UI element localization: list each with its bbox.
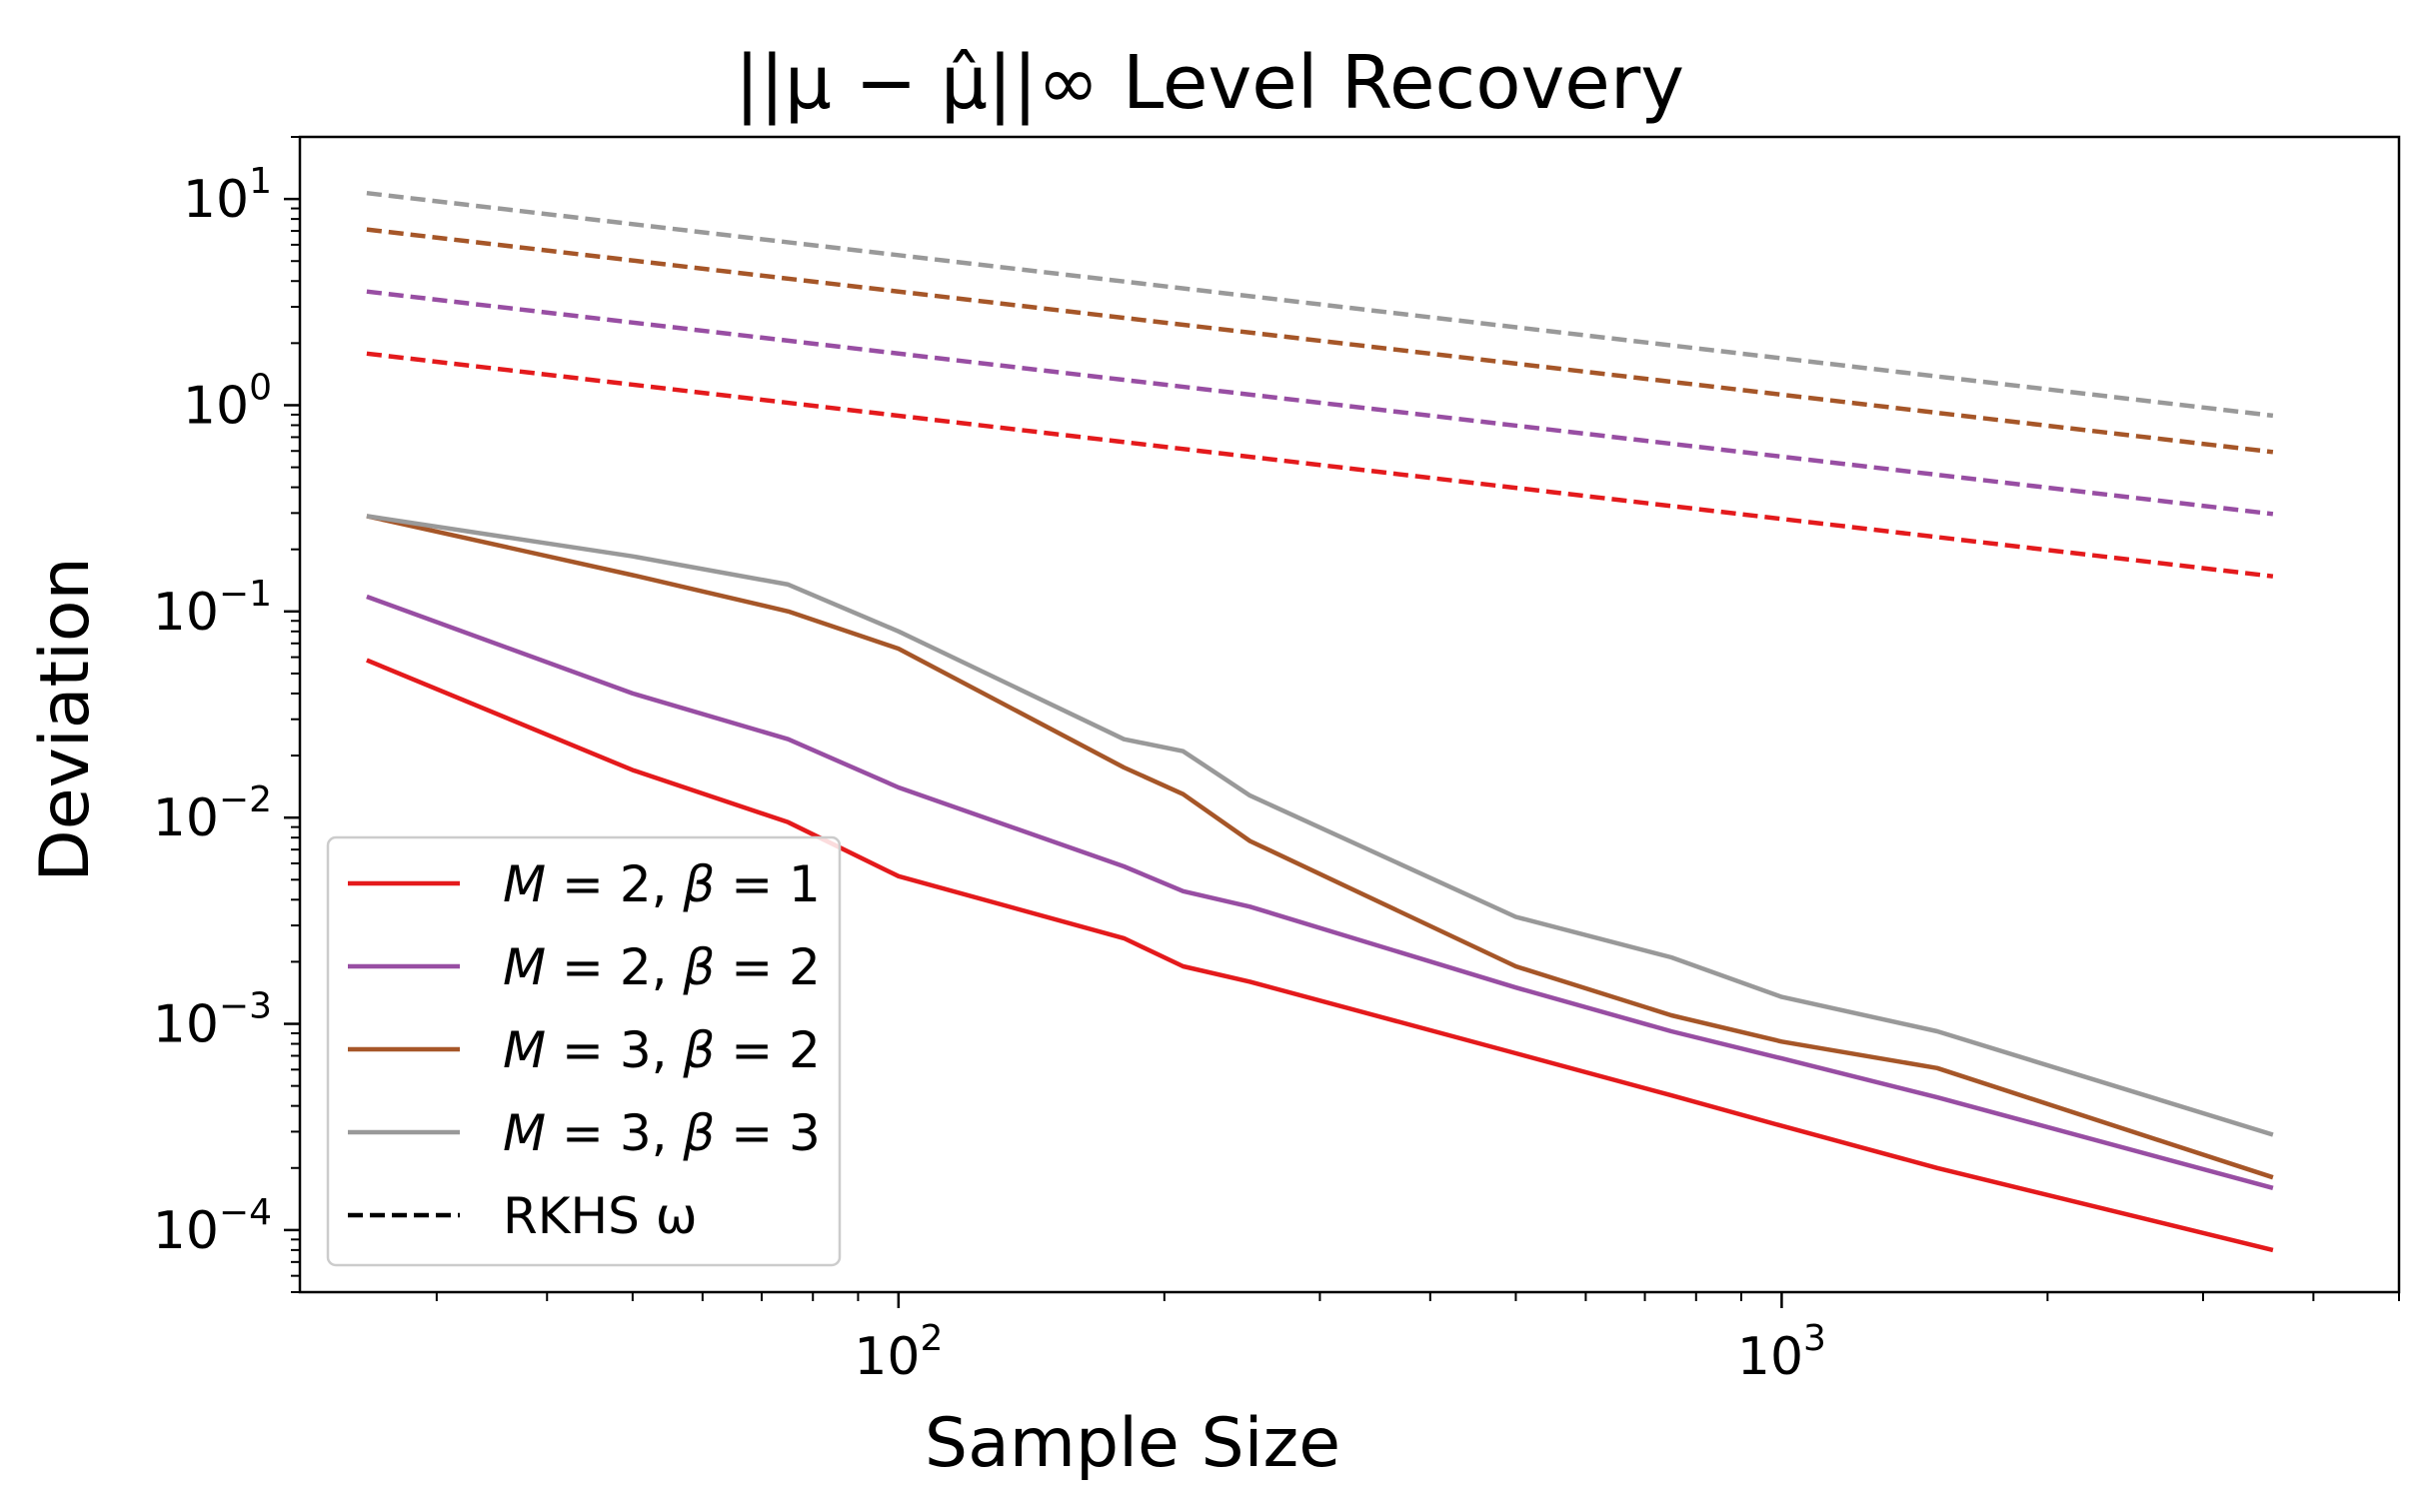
legend: M = 2, β = 1 M = 2, β = 2 M = 3, β = 2 M = … <box>326 835 842 1267</box>
y-tick-label-4: 10−3 <box>153 986 272 1055</box>
y-axis: 101 100 10−1 10−2 10−3 10−4 <box>153 136 300 1293</box>
series-line-1 <box>366 594 2274 1190</box>
x-tick-label-0: 102 <box>854 1318 943 1387</box>
chart-title: ||μ − μ̂||∞ Level Recovery <box>735 40 1684 126</box>
series-line-7 <box>366 190 2274 419</box>
y-tick-label-3: 10−2 <box>153 779 272 848</box>
y-axis-label: Deviation <box>26 557 105 881</box>
series-line-3 <box>366 514 2274 1137</box>
legend-label-3: M = 3, β = 3 <box>503 1104 821 1162</box>
chart-title-text: ||μ − μ̂||∞ Level Recovery <box>735 40 1684 126</box>
y-tick-label-0: 101 <box>183 161 272 230</box>
series-line-2 <box>366 514 2274 1180</box>
x-axis: 102 103 <box>435 1292 2400 1387</box>
series-line-5 <box>366 289 2274 517</box>
y-tick-label-2: 10−1 <box>153 574 272 643</box>
x-axis-label: Sample Size <box>925 1404 1340 1483</box>
series-line-4 <box>366 351 2274 579</box>
legend-label-2: M = 3, β = 2 <box>503 1021 821 1079</box>
series-line-6 <box>366 227 2274 455</box>
plot-frame <box>298 135 2401 1294</box>
legend-box <box>326 835 842 1267</box>
legend-label-1: M = 2, β = 2 <box>503 938 821 996</box>
x-tick-label-1: 103 <box>1737 1318 1826 1387</box>
legend-label-rkhs: RKHS ω <box>503 1187 698 1245</box>
legend-label-0: M = 2, β = 1 <box>503 855 821 913</box>
y-tick-label-5: 10−4 <box>153 1192 272 1261</box>
y-tick-label-1: 100 <box>183 367 272 436</box>
series-line-0 <box>366 658 2274 1253</box>
